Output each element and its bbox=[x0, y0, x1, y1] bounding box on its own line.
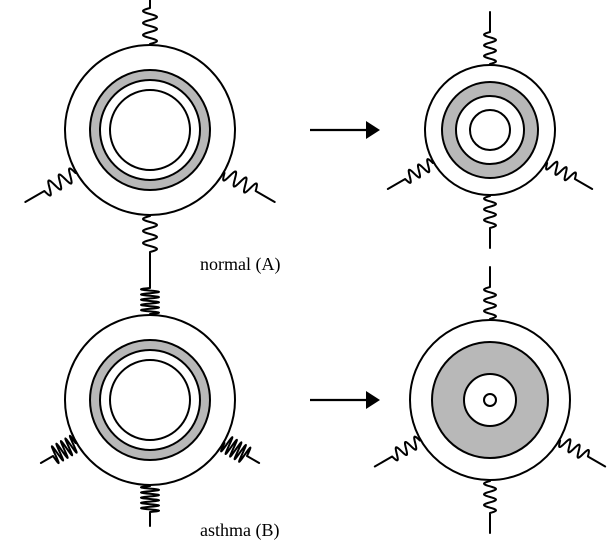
asthma-before-tether-2 bbox=[41, 436, 77, 463]
normal-after-airway bbox=[425, 65, 555, 195]
label-normal: normal (A) bbox=[200, 254, 280, 275]
normal-before-tether-1 bbox=[223, 171, 275, 202]
label-asthma: asthma (B) bbox=[200, 520, 279, 541]
arrow bbox=[310, 121, 380, 139]
normal-after-tether-2 bbox=[388, 159, 433, 189]
normal-after-tether-1 bbox=[546, 162, 592, 189]
normal-after-tether-0 bbox=[484, 12, 496, 64]
diagram-svg bbox=[0, 0, 616, 544]
asthma-after-tether-2 bbox=[375, 437, 420, 467]
asthma-after-tether-3 bbox=[484, 481, 496, 533]
asthma-after-airway bbox=[410, 320, 570, 480]
asthma-before-tether-0 bbox=[141, 274, 159, 314]
normal-before-airway bbox=[65, 45, 235, 215]
normal-before-tether-2 bbox=[25, 168, 75, 202]
asthma-before-tether-3 bbox=[141, 486, 159, 526]
normal-before-tether-0 bbox=[143, 0, 157, 44]
arrow bbox=[310, 391, 380, 409]
asthma-before-tether-1 bbox=[221, 437, 259, 463]
asthma-after-tether-1 bbox=[559, 439, 605, 466]
normal-after-tether-3 bbox=[484, 196, 496, 248]
asthma-after-tether-0 bbox=[484, 267, 496, 319]
normal-before-tether-3 bbox=[143, 216, 157, 274]
asthma-before-airway bbox=[65, 315, 235, 485]
